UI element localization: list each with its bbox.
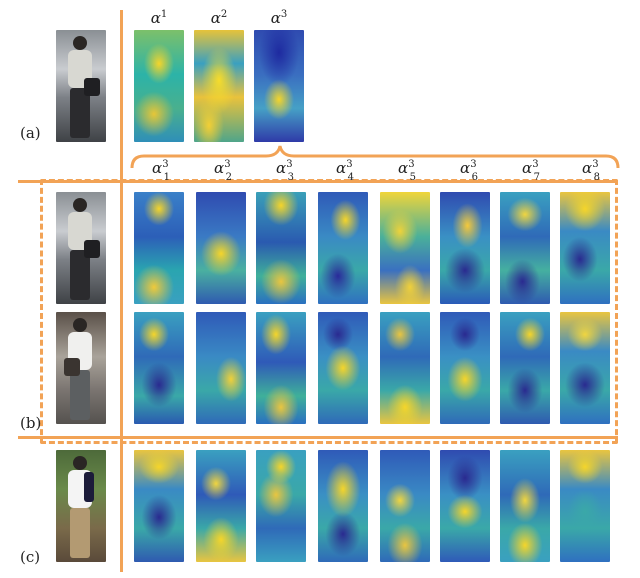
attention-map-b1-3: [256, 192, 306, 304]
attention-map-b2-6: [440, 312, 490, 424]
attention-map-b1-5: [380, 192, 430, 304]
attention-map-b1-6: [440, 192, 490, 304]
attention-map-b1-4: [318, 192, 368, 304]
attention-map-b1-2: [196, 192, 246, 304]
label-alpha-3-3: α33: [276, 159, 294, 183]
label-alpha-2: α2: [210, 9, 228, 27]
attention-map-b1-8: [560, 192, 610, 304]
attention-map-c-4: [318, 450, 368, 562]
attention-map-alpha-3: [254, 30, 304, 142]
label-alpha-3: α3: [270, 9, 288, 27]
attention-map-c-8: [560, 450, 610, 562]
person-photo-b1: [56, 192, 106, 304]
attention-map-c-5: [380, 450, 430, 562]
row-label-b: (b): [20, 414, 42, 432]
attention-map-c-3: [256, 450, 306, 562]
label-alpha-3-4: α34: [336, 159, 354, 183]
label-alpha-3-7: α37: [522, 159, 540, 183]
attention-map-alpha-2: [194, 30, 244, 142]
dashed-highlight-box: [40, 179, 618, 444]
label-alpha-3-2: α32: [214, 159, 232, 183]
person-photo-a: [56, 30, 106, 142]
attention-map-b2-3: [256, 312, 306, 424]
attention-map-b2-2: [196, 312, 246, 424]
vertical-divider: [120, 10, 123, 572]
row-label-a: (a): [20, 124, 41, 142]
attention-map-b2-8: [560, 312, 610, 424]
attention-map-c-7: [500, 450, 550, 562]
brace-connector: [130, 145, 620, 169]
attention-map-c-6: [440, 450, 490, 562]
label-alpha-3-1: α31: [152, 159, 170, 183]
attention-map-b1-7: [500, 192, 550, 304]
attention-map-c-1: [134, 450, 184, 562]
attention-map-b2-7: [500, 312, 550, 424]
row-label-c: (c): [20, 548, 41, 566]
label-alpha-3-6: α36: [460, 159, 478, 183]
attention-map-b1-1: [134, 192, 184, 304]
person-photo-c: [56, 450, 106, 562]
label-alpha-1: α1: [150, 9, 168, 27]
horizontal-divider-bottom: [18, 436, 618, 439]
label-alpha-3-5: α35: [398, 159, 416, 183]
attention-map-b2-5: [380, 312, 430, 424]
attention-map-b2-4: [318, 312, 368, 424]
attention-map-b2-1: [134, 312, 184, 424]
attention-map-c-2: [196, 450, 246, 562]
person-photo-b2: [56, 312, 106, 424]
label-alpha-3-8: α38: [582, 159, 600, 183]
attention-map-alpha-1: [134, 30, 184, 142]
